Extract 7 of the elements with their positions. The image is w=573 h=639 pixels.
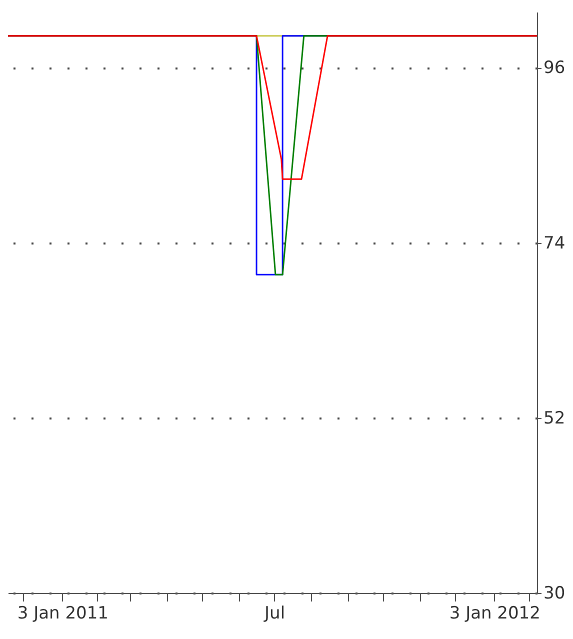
y-tick-label: 30	[544, 584, 566, 604]
x-tick-label: Jul	[264, 604, 286, 624]
y-tick-label: 96	[544, 58, 566, 78]
y-tick-label: 52	[544, 408, 566, 428]
x-tick-label: 3 Jan 2012	[449, 604, 540, 624]
y-tick-label: 74	[544, 233, 566, 254]
x-tick-label: 3 Jan 2011	[17, 604, 108, 624]
